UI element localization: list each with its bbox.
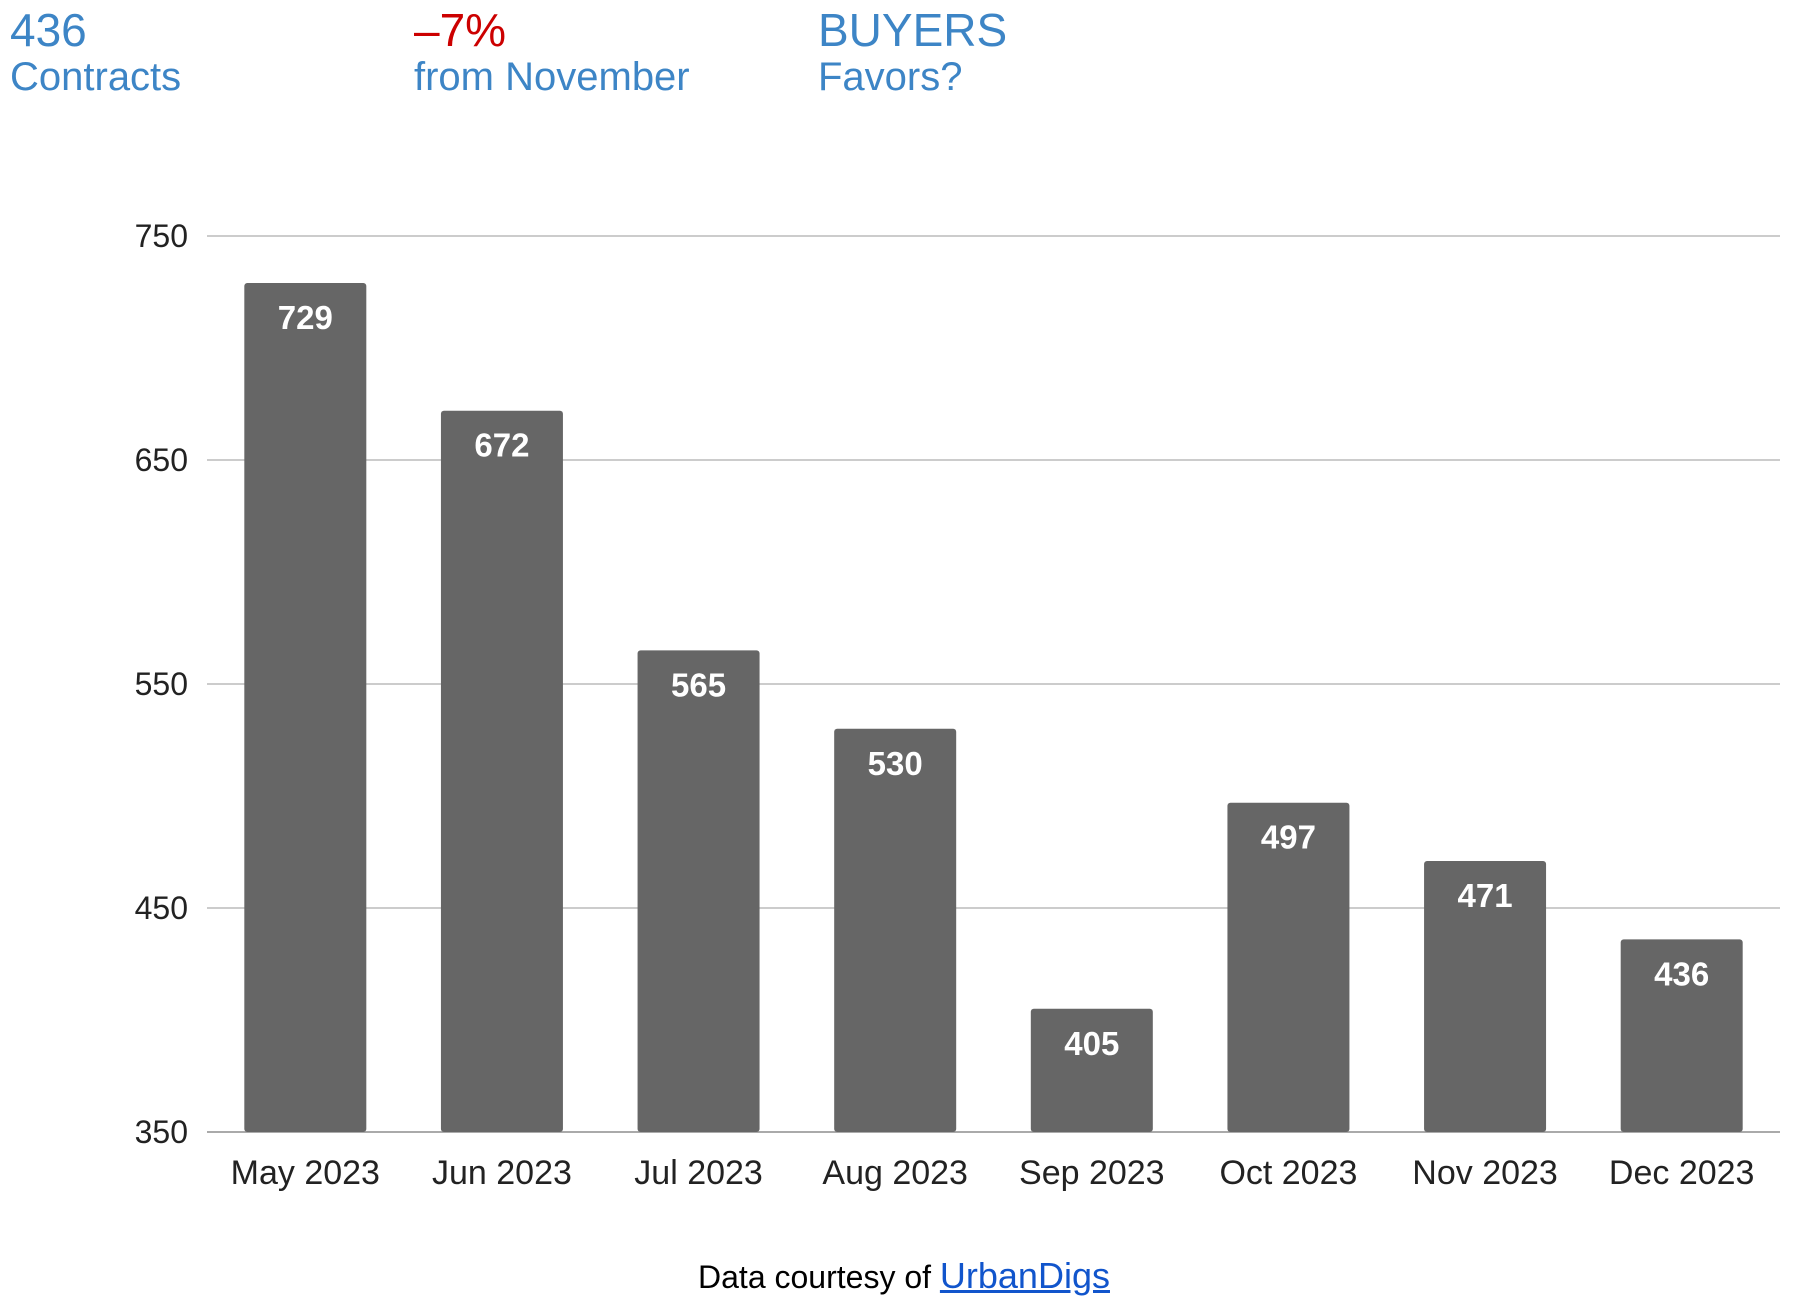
bar-may-2023 (244, 283, 367, 1132)
market-value: BUYERS (818, 4, 1008, 56)
x-tick-label: Sep 2023 (1019, 1154, 1165, 1192)
y-tick-label: 750 (135, 218, 188, 254)
bar-sep-2023 (1030, 1008, 1153, 1132)
y-tick-label: 350 (135, 1114, 188, 1150)
bar-oct-2023 (1227, 802, 1350, 1132)
bars: 729 672 565 530 405 497 471 436 (244, 283, 1743, 1133)
x-tick-label: Aug 2023 (822, 1154, 968, 1192)
stat-contracts: 436 Contracts (10, 4, 181, 100)
bar-value-label: 565 (671, 666, 726, 703)
contracts-value: 436 (10, 4, 87, 56)
bar-value-label: 729 (278, 299, 333, 336)
x-tick-label: Dec 2023 (1609, 1154, 1755, 1192)
x-tick-label: Nov 2023 (1412, 1154, 1558, 1192)
bar-chart: 350 450 550 650 750 729 672 565 530 405 497 471 436… (135, 218, 1780, 1192)
x-tick-label: Jul 2023 (634, 1154, 763, 1192)
bar-value-label: 497 (1261, 819, 1316, 856)
footer-prefix: Data courtesy of (698, 1259, 932, 1295)
y-tick-label: 650 (135, 442, 188, 478)
stat-change: –7% from November (414, 4, 690, 100)
bar-jul-2023 (637, 650, 760, 1132)
footer-credit: Data courtesy of UrbanDigs (0, 1255, 1808, 1297)
x-tick-label: May 2023 (231, 1154, 380, 1192)
y-tick-label: 450 (135, 890, 188, 926)
bar-aug-2023 (834, 728, 957, 1132)
bar-dec-2023 (1620, 939, 1743, 1132)
bar-value-label: 405 (1064, 1025, 1119, 1062)
contracts-label: Contracts (10, 55, 182, 99)
bar-value-label: 530 (868, 745, 923, 782)
x-tick-label: Jun 2023 (432, 1154, 572, 1192)
y-tick-label: 550 (135, 666, 188, 702)
market-label: Favors? (818, 55, 963, 99)
y-axis-ticks: 350 450 550 650 750 (135, 218, 188, 1150)
change-label: from November (414, 55, 690, 99)
bar-value-label: 471 (1458, 877, 1513, 914)
stat-market: BUYERS Favors? (818, 4, 1007, 100)
bar-value-label: 436 (1654, 955, 1709, 992)
x-tick-label: Oct 2023 (1219, 1154, 1357, 1192)
bar-jun-2023 (440, 410, 563, 1133)
bar-value-label: 672 (474, 427, 529, 464)
bar-nov-2023 (1424, 860, 1547, 1132)
urbandigs-link[interactable]: UrbanDigs (939, 1255, 1110, 1296)
x-axis-ticks: May 2023 Jun 2023 Jul 2023 Aug 2023 Sep 2023… (231, 1154, 1755, 1192)
change-value: –7% (414, 4, 507, 56)
